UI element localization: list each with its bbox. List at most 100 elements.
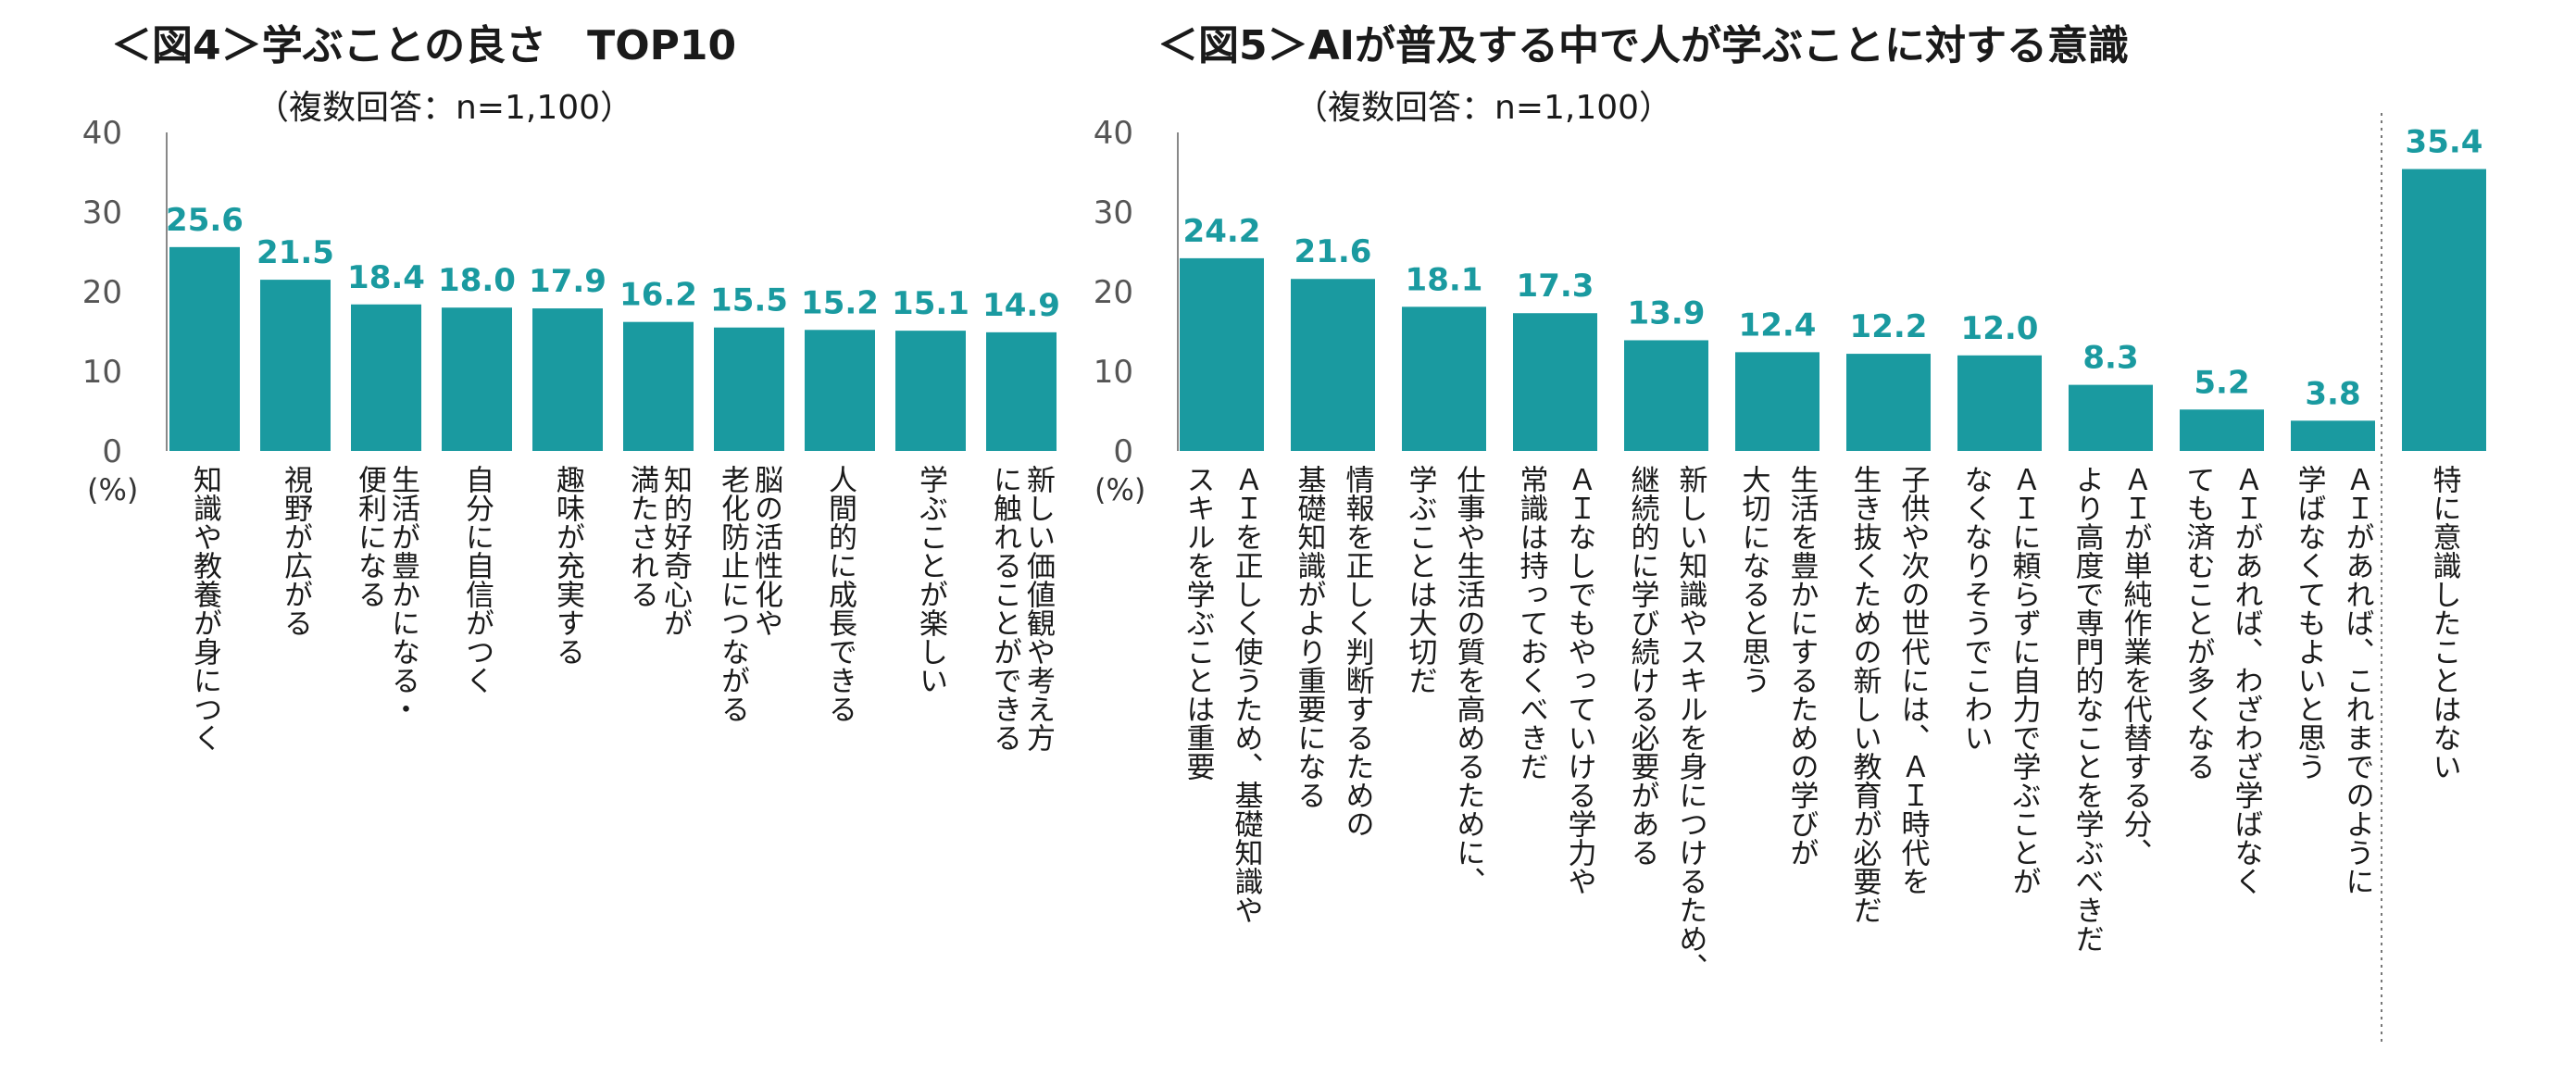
chart5-value-label: 3.8 <box>2305 375 2360 412</box>
chart5-category-label: ＡＩがあれば、わざわざ学ばなく <box>2230 465 2263 895</box>
chart4-value-label: 25.6 <box>166 202 244 239</box>
chart4-value-label: 18.0 <box>438 262 516 299</box>
chart5-category-label: スキルを学ぶことは重要 <box>1182 465 1216 781</box>
chart5-category-label: 生き抜くための新しい教育が必要だ <box>1848 465 1882 924</box>
chart4-bar <box>532 308 603 451</box>
chart5-category-label: 学ばなくてもよいと思う <box>2293 465 2326 781</box>
chart5-bar <box>1846 354 1931 451</box>
chart5-bar <box>2291 420 2375 451</box>
chart4-category-label: 脳の活性化や <box>749 465 783 637</box>
chart4-bar <box>351 304 421 451</box>
chart5-category-label: 常識は持っておくべきだ <box>1515 465 1549 781</box>
chart4-value-label: 15.1 <box>892 285 969 322</box>
chart5-bar <box>1291 279 1375 451</box>
chart5-value-label: 12.2 <box>1850 308 1928 345</box>
chart5-plot: 0 10 20 30 40 24.2 ＡＩを正しく使うため、基礎知識やスキルを学ぶことは重要… <box>1094 115 2486 982</box>
chart5-category-label: 仕事や生活の質を高めるために、 <box>1452 465 1486 895</box>
chart4-bar <box>714 327 784 451</box>
chart4-value-label: 16.2 <box>619 277 697 314</box>
chart4-y-tick-label: 40 <box>82 115 122 152</box>
chart5-category-label: ＡＩがあれば、これまでのように <box>2341 465 2374 895</box>
chart5-category-label: ＡＩを正しく使うため、基礎知識や <box>1230 465 1264 924</box>
chart5-value-label: 24.2 <box>1183 213 1261 250</box>
chart5-bar <box>1513 313 1597 451</box>
chart4-value-label: 15.2 <box>801 284 879 321</box>
chart5-category-label: ＡＩなしでもやっていける学力や <box>1563 465 1596 895</box>
chart4-unit-label: (%) <box>87 472 138 507</box>
chart4-bar <box>986 331 1057 451</box>
chart4-category-label: 老化防止につながる <box>716 465 749 723</box>
chart4-category-label: 知識や教養が身につく <box>188 465 222 752</box>
chart5-bar <box>1957 355 2042 451</box>
chart5-category-label: 学ぶことは大切だ <box>1404 465 1438 694</box>
chart4-category-label: 人間的に成長できる <box>823 465 857 723</box>
chart4-bar <box>442 307 512 451</box>
chart5-title: ＜図5＞AIが普及する中で人が学ぶことに対する意識 <box>1157 22 2129 69</box>
chart5-value-label: 21.6 <box>1294 233 1372 270</box>
chart5-category-label: ても済むことが多くなる <box>2182 465 2215 781</box>
chart4-title: ＜図4＞学ぶことの良さ TOP10 <box>111 22 736 69</box>
chart5-category-label: 特に意識したことはない <box>2428 465 2461 781</box>
chart5-category-label: 基礎知識がより重要になる <box>1293 465 1327 809</box>
chart5-bar <box>1624 340 1708 451</box>
chart5-value-label: 17.3 <box>1517 268 1594 305</box>
chart4-bar <box>895 331 966 451</box>
chart4-value-label: 18.4 <box>347 259 425 296</box>
chart5-value-label: 12.0 <box>1961 310 2039 347</box>
chart5-value-label: 35.4 <box>2406 124 2483 161</box>
chart4-value-label: 17.9 <box>529 263 606 300</box>
chart5-category-label: ＡＩに頼らずに自力で学ぶことが <box>2007 465 2042 895</box>
chart5-y-tick-label: 10 <box>1094 354 1133 391</box>
chart5-y-tick-label: 20 <box>1094 274 1133 311</box>
chart4-bar <box>169 246 240 451</box>
chart5-bar <box>2180 409 2264 451</box>
chart4-y-tick-label: 0 <box>102 433 122 470</box>
chart5-category-label: 生活を豊かにするための学びが <box>1785 465 1819 867</box>
chart4-bar <box>623 321 694 451</box>
chart4-category-label: 便利になる <box>353 465 387 608</box>
chart4-y-tick-label: 20 <box>82 274 122 311</box>
chart5-value-label: 12.4 <box>1739 306 1817 344</box>
chart5-bar <box>2402 169 2486 451</box>
chart4-category-label: 視野が広がる <box>279 465 313 637</box>
chart5-category-label: 継続的に学び続ける必要がある <box>1626 465 1660 867</box>
chart5-bar <box>2069 384 2153 451</box>
chart5-unit-label: (%) <box>1094 472 1145 507</box>
chart4-y-tick-label: 10 <box>82 354 122 391</box>
chart4-category-label: 生活が豊かになる・ <box>386 465 419 723</box>
chart4-category-label: 新しい価値観や考え方 <box>1021 465 1056 752</box>
chart5-bar <box>1735 352 1819 451</box>
chart4-bar <box>260 280 331 451</box>
chart4-category-label: 学ぶことが楽しい <box>914 465 948 694</box>
chart5-value-label: 5.2 <box>2194 364 2249 401</box>
chart5-category-label: 新しい知識やスキルを身につけるため、 <box>1674 465 1707 982</box>
chart4-category-label: 知的好奇心が <box>658 465 693 637</box>
chart4-bar <box>805 330 875 451</box>
chart5-category-label: 子供や次の世代には、ＡＩ時代を <box>1896 465 1931 895</box>
chart4-plot: 0 10 20 30 40 25.6 知識や教養が身につく 21.5 視野が広がる 18.4 生活が… <box>82 115 1060 752</box>
chart5-y-tick-label: 0 <box>1113 433 1133 470</box>
chart4-category-label: 満たされる <box>625 465 658 608</box>
chart4-category-label: に触れることができる <box>988 465 1022 752</box>
chart4-value-label: 15.5 <box>710 282 788 319</box>
chart5-y-tick-label: 30 <box>1094 194 1133 231</box>
chart5-value-label: 18.1 <box>1406 261 1483 298</box>
chart5-bar <box>1402 306 1486 451</box>
chart4-y-tick-label: 30 <box>82 194 122 231</box>
chart4-category-label: 自分に自信がつく <box>460 465 494 694</box>
chart5-value-label: 8.3 <box>2082 340 2138 377</box>
chart5-category-label: 大切になると思う <box>1737 465 1771 694</box>
chart5-category-label: ＡＩが単純作業を代替する分、 <box>2119 465 2153 867</box>
chart5-category-label: 情報を正しく判断するための <box>1341 465 1375 838</box>
chart5-value-label: 13.9 <box>1628 294 1706 331</box>
chart4-subtitle: （複数回答：n=1,100） <box>256 89 633 127</box>
chart5-y-tick-label: 40 <box>1094 115 1133 152</box>
chart5-bar <box>1180 257 1264 451</box>
chart4-category-label: 趣味が充実する <box>551 465 585 666</box>
chart5-category-label: なくなりそうでこわい <box>1959 465 1993 752</box>
chart5-subtitle: （複数回答：n=1,100） <box>1294 89 1672 127</box>
chart4-value-label: 21.5 <box>256 234 334 271</box>
chart4-value-label: 14.9 <box>982 287 1060 324</box>
chart5-category-label: より高度で専門的なことを学ぶべきだ <box>2070 465 2105 953</box>
